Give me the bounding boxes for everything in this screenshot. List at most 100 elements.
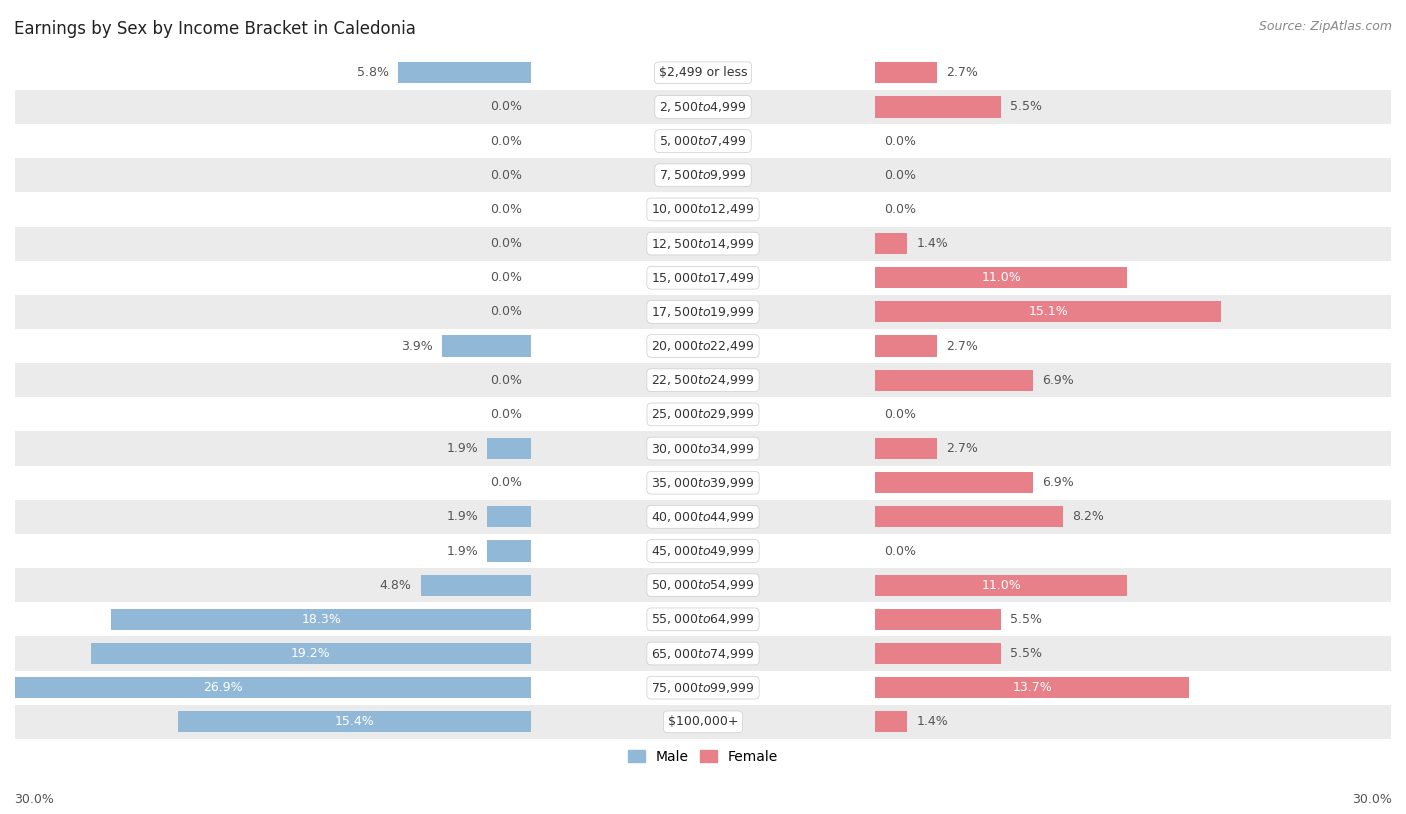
Bar [488,438,531,459]
Text: 0.0%: 0.0% [884,408,917,421]
Text: 0.0%: 0.0% [489,100,522,113]
Bar [875,711,907,733]
Text: 1.9%: 1.9% [447,545,478,558]
Text: 5.8%: 5.8% [357,66,389,79]
Text: 6.9%: 6.9% [1042,374,1074,387]
Bar [398,62,531,83]
Text: 11.0%: 11.0% [981,579,1021,592]
Bar [875,301,1222,322]
Text: 0.0%: 0.0% [489,305,522,318]
Text: $25,000 to $29,999: $25,000 to $29,999 [651,407,755,422]
Text: $65,000 to $74,999: $65,000 to $74,999 [651,646,755,660]
Text: 0.0%: 0.0% [489,408,522,421]
Text: $17,500 to $19,999: $17,500 to $19,999 [651,305,755,319]
Bar [15,602,1391,637]
Text: $5,000 to $7,499: $5,000 to $7,499 [659,134,747,148]
Text: 5.5%: 5.5% [1011,647,1042,660]
Text: 0.0%: 0.0% [489,203,522,216]
Text: 0.0%: 0.0% [884,168,917,182]
Text: $12,500 to $14,999: $12,500 to $14,999 [651,237,755,251]
Text: 15.4%: 15.4% [335,716,374,729]
Bar [441,335,531,357]
Bar [420,575,531,596]
Text: 13.7%: 13.7% [1012,681,1052,694]
Text: 1.9%: 1.9% [447,510,478,523]
Bar [875,335,936,357]
Text: 4.8%: 4.8% [380,579,412,592]
Text: $55,000 to $64,999: $55,000 to $64,999 [651,612,755,626]
Text: 2.7%: 2.7% [946,66,979,79]
Bar [875,233,907,254]
Text: 18.3%: 18.3% [301,613,342,626]
Text: 11.0%: 11.0% [981,271,1021,284]
Text: 1.4%: 1.4% [917,237,948,250]
Text: 0.0%: 0.0% [884,545,917,558]
Bar [15,226,1391,260]
Text: $50,000 to $54,999: $50,000 to $54,999 [651,578,755,593]
Legend: Male, Female: Male, Female [623,745,783,769]
Bar [15,260,1391,295]
Text: $10,000 to $12,499: $10,000 to $12,499 [651,203,755,217]
Text: $40,000 to $44,999: $40,000 to $44,999 [651,510,755,524]
Bar [875,643,1001,664]
Text: 0.0%: 0.0% [884,203,917,216]
Bar [15,500,1391,534]
Text: 6.9%: 6.9% [1042,476,1074,489]
Bar [875,267,1128,288]
Bar [15,534,1391,568]
Bar [0,677,531,698]
Text: $20,000 to $22,499: $20,000 to $22,499 [651,339,755,353]
Bar [15,363,1391,397]
Bar [15,55,1391,90]
Bar [15,466,1391,500]
Text: 0.0%: 0.0% [489,168,522,182]
Text: 2.7%: 2.7% [946,442,979,455]
Text: 0.0%: 0.0% [489,374,522,387]
Bar [15,124,1391,158]
Text: 19.2%: 19.2% [291,647,330,660]
Text: 0.0%: 0.0% [489,271,522,284]
Text: $22,500 to $24,999: $22,500 to $24,999 [651,374,755,387]
Text: 0.0%: 0.0% [489,237,522,250]
Text: 0.0%: 0.0% [489,476,522,489]
Text: $15,000 to $17,499: $15,000 to $17,499 [651,271,755,285]
Text: 2.7%: 2.7% [946,339,979,352]
Text: $30,000 to $34,999: $30,000 to $34,999 [651,441,755,456]
Text: 8.2%: 8.2% [1073,510,1104,523]
Bar [875,472,1033,493]
Bar [15,637,1391,671]
Bar [15,705,1391,739]
Text: $7,500 to $9,999: $7,500 to $9,999 [659,168,747,182]
Text: $2,499 or less: $2,499 or less [659,66,747,79]
Bar [90,643,531,664]
Bar [15,329,1391,363]
Bar [488,506,531,527]
Bar [488,540,531,562]
Bar [15,568,1391,602]
Text: 15.1%: 15.1% [1028,305,1069,318]
Text: 30.0%: 30.0% [1353,793,1392,806]
Bar [875,609,1001,630]
Text: Source: ZipAtlas.com: Source: ZipAtlas.com [1258,20,1392,33]
Bar [875,677,1189,698]
Text: 30.0%: 30.0% [14,793,53,806]
Text: $75,000 to $99,999: $75,000 to $99,999 [651,681,755,694]
Text: $35,000 to $39,999: $35,000 to $39,999 [651,475,755,490]
Text: 26.9%: 26.9% [202,681,242,694]
Bar [875,575,1128,596]
Bar [111,609,531,630]
Bar [875,370,1033,391]
Bar [15,671,1391,705]
Text: 0.0%: 0.0% [884,134,917,147]
Text: $100,000+: $100,000+ [668,716,738,729]
Bar [15,397,1391,431]
Bar [15,192,1391,226]
Text: $45,000 to $49,999: $45,000 to $49,999 [651,544,755,558]
Bar [15,90,1391,124]
Bar [875,438,936,459]
Text: 1.4%: 1.4% [917,716,948,729]
Text: 5.5%: 5.5% [1011,100,1042,113]
Text: 3.9%: 3.9% [401,339,433,352]
Text: 0.0%: 0.0% [489,134,522,147]
Bar [15,158,1391,192]
